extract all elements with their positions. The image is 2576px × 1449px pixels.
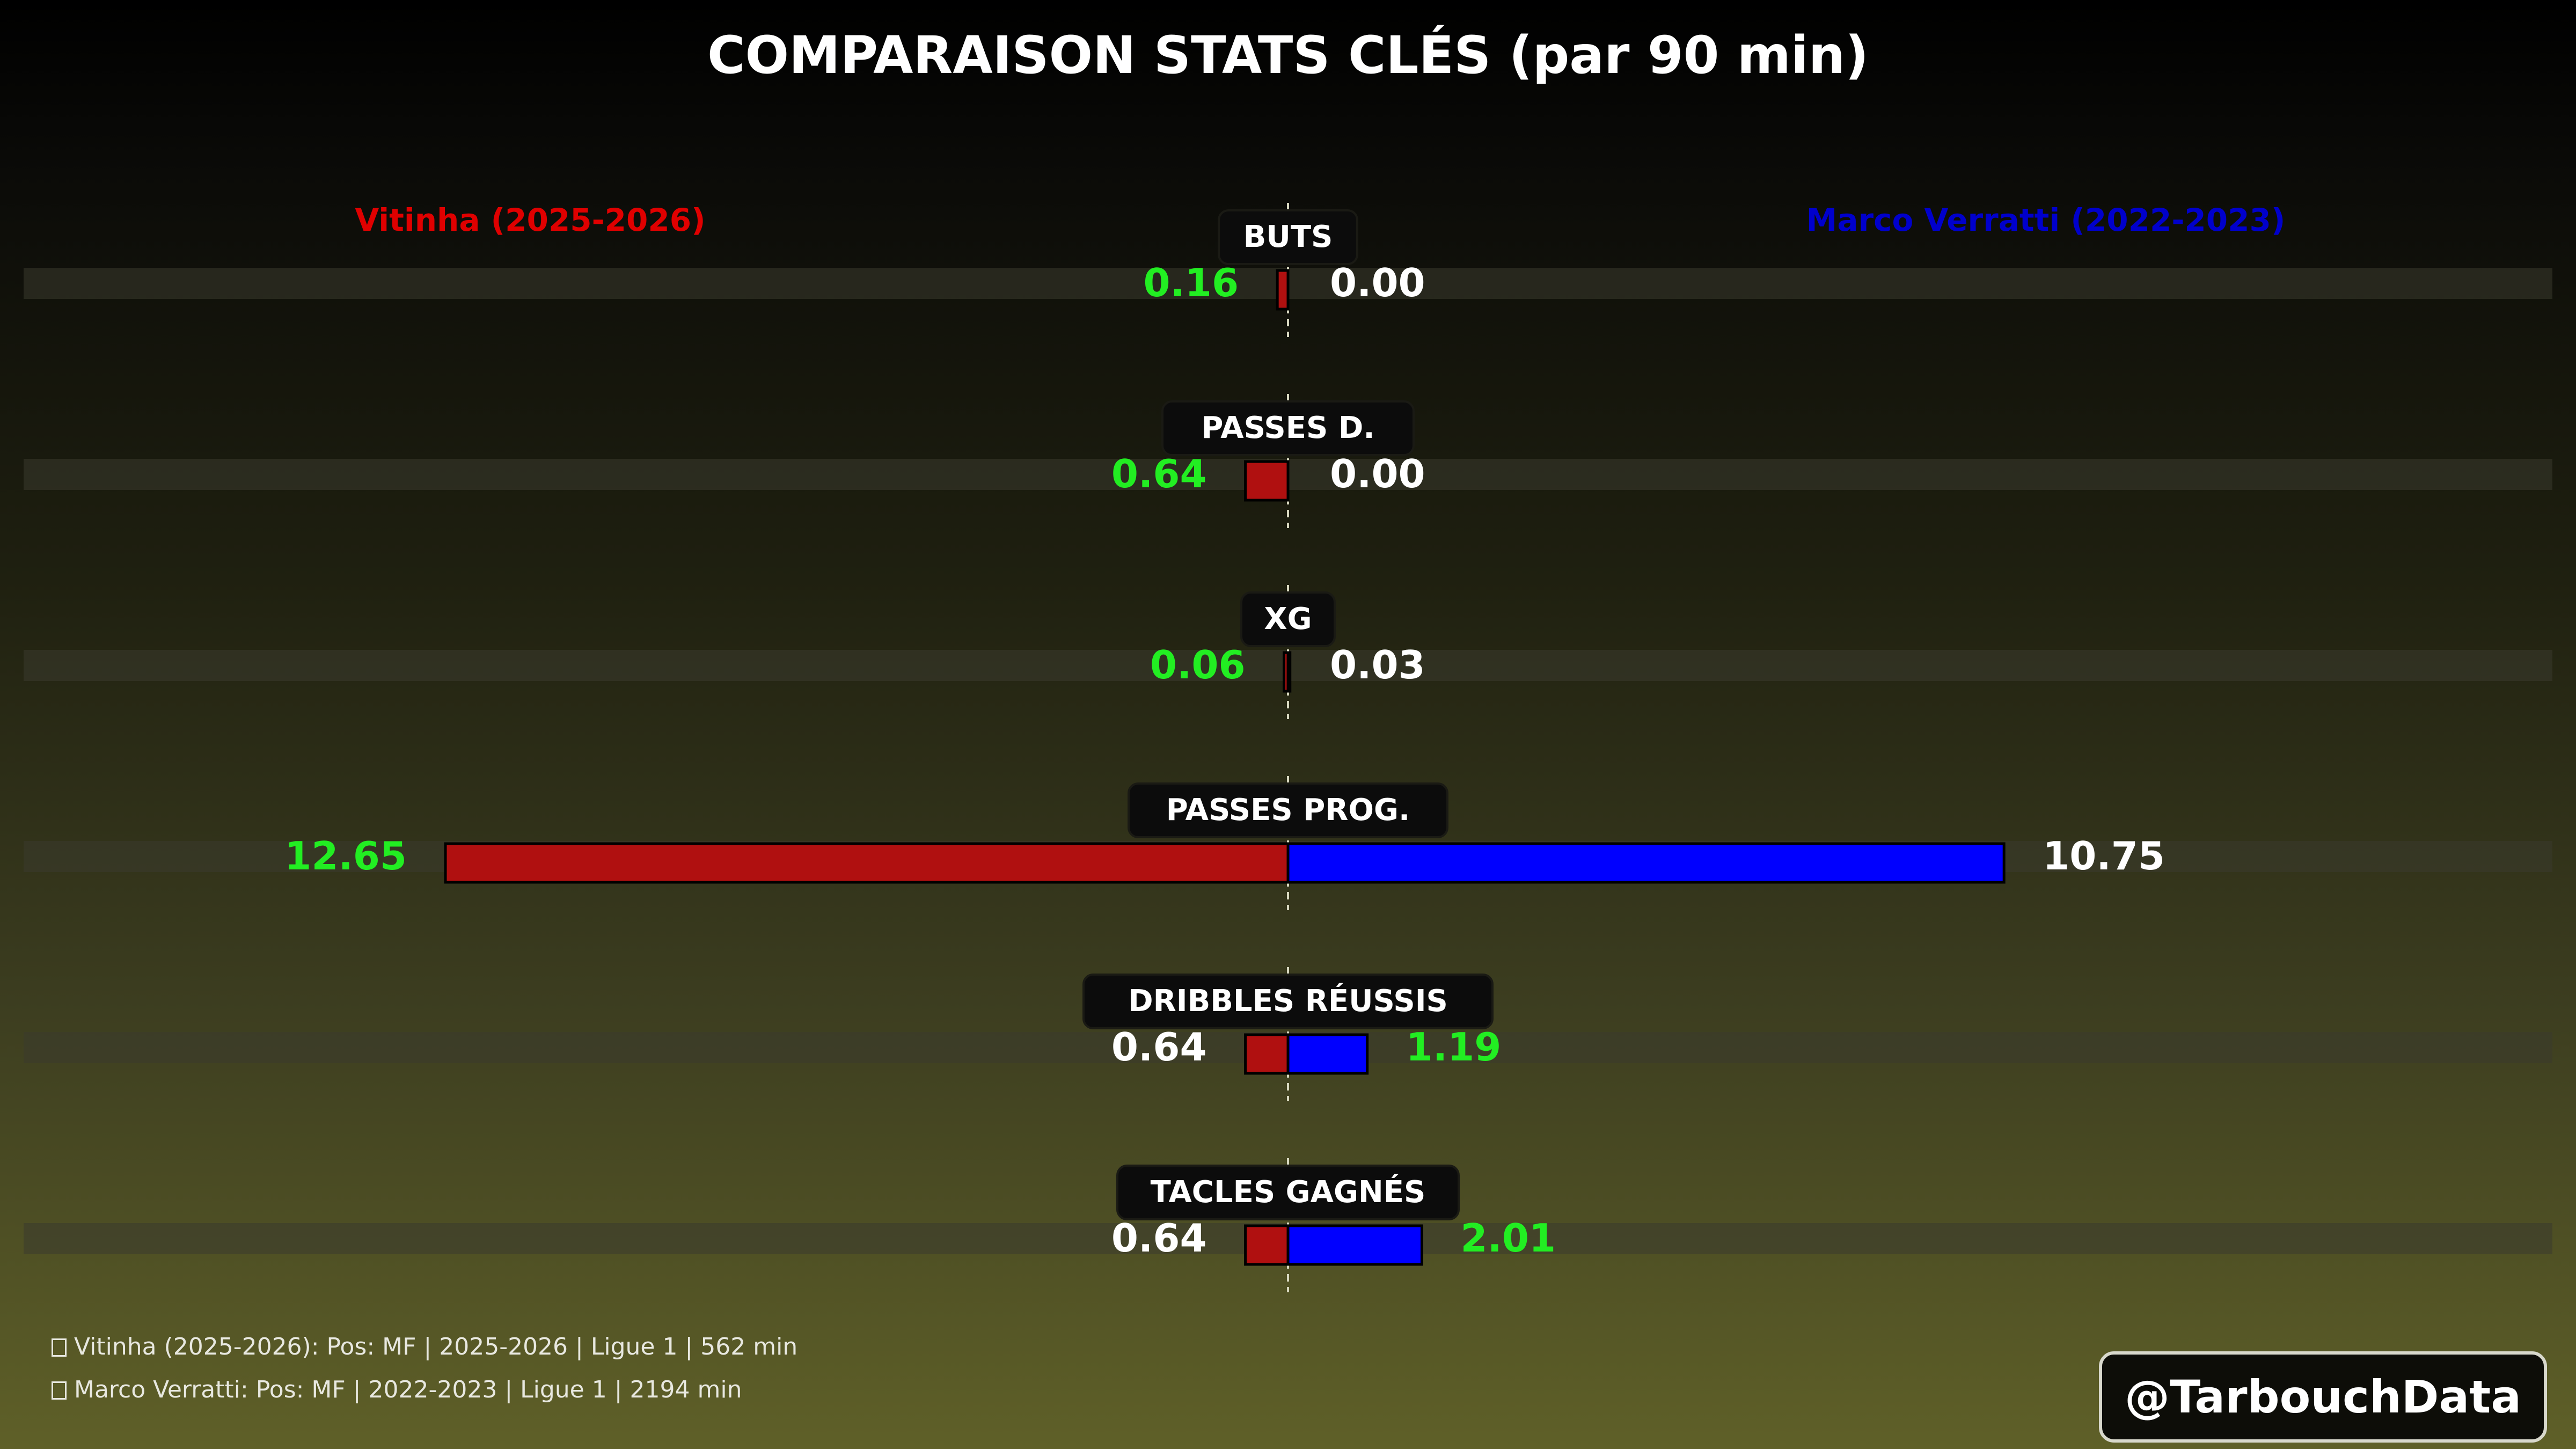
- category-label: TACLES GAGNÉS: [1151, 1174, 1426, 1210]
- missing-glyph-icon: [52, 1381, 67, 1400]
- category-pill: [1218, 209, 1358, 265]
- value-label-right: 0.03: [1330, 642, 1425, 687]
- watermark-text: @TarbouchData: [2124, 1371, 2521, 1423]
- value-label-left: 0.06: [1150, 642, 1246, 687]
- bar-left: [1276, 269, 1290, 311]
- category-label: BUTS: [1243, 219, 1333, 254]
- value-label-left: 0.16: [1143, 260, 1239, 305]
- chart-title: COMPARAISON STATS CLÉS (par 90 min): [707, 25, 1869, 85]
- value-label-right: 0.00: [1330, 260, 1425, 305]
- bar-left: [1244, 1224, 1290, 1266]
- value-label-left: 0.64: [1111, 451, 1207, 496]
- bar-left: [444, 842, 1290, 884]
- legend-left-player: Vitinha (2025-2026): [355, 202, 705, 238]
- footer-line-verratti: Marco Verratti: Pos: MF | 2022-2023 | Li…: [52, 1376, 742, 1403]
- bar-left: [1244, 1033, 1290, 1075]
- value-label-right: 10.75: [2043, 833, 2165, 879]
- category-pill: [1240, 591, 1336, 647]
- chart-row: PASSES PROG. 12.65 10.75: [24, 776, 2552, 910]
- bar-right: [1286, 842, 2006, 884]
- chart-row: TACLES GAGNÉS 0.64 2.01: [24, 1158, 2552, 1292]
- category-label: PASSES PROG.: [1166, 793, 1410, 828]
- bar-right: [1286, 1224, 1423, 1266]
- category-label: XG: [1264, 602, 1312, 636]
- footer-text-verratti: Marco Verratti: Pos: MF | 2022-2023 | Li…: [74, 1376, 742, 1403]
- watermark-badge: @TarbouchData: [2098, 1351, 2547, 1443]
- value-label-left: 0.64: [1111, 1216, 1207, 1261]
- footer-text-vitinha: Vitinha (2025-2026): Pos: MF | 2025-2026…: [74, 1333, 798, 1360]
- category-pill: [1116, 1165, 1460, 1220]
- missing-glyph-icon: [52, 1338, 67, 1357]
- category-label: DRIBBLES RÉUSSIS: [1128, 983, 1448, 1019]
- bar-right: [1286, 1033, 1369, 1075]
- value-label-right: 1.19: [1406, 1024, 1502, 1070]
- category-pill: [1128, 782, 1448, 838]
- legend-right-player: Marco Verratti (2022-2023): [1806, 202, 2286, 238]
- value-label-right: 0.00: [1330, 451, 1425, 496]
- category-pill: [1161, 400, 1415, 456]
- value-label-left: 12.65: [284, 833, 407, 879]
- category-pill: [1082, 974, 1494, 1029]
- footer-line-vitinha: Vitinha (2025-2026): Pos: MF | 2025-2026…: [52, 1333, 797, 1360]
- bar-left: [1244, 460, 1290, 502]
- chart-row: XG 0.06 0.03: [24, 585, 2552, 719]
- value-label-right: 2.01: [1460, 1216, 1556, 1261]
- category-label: PASSES D.: [1201, 411, 1374, 445]
- bar-right: [1286, 651, 1292, 693]
- chart-row: PASSES D. 0.64 0.00: [24, 394, 2552, 528]
- value-label-left: 0.64: [1111, 1024, 1207, 1070]
- chart-row: DRIBBLES RÉUSSIS 0.64 1.19: [24, 967, 2552, 1101]
